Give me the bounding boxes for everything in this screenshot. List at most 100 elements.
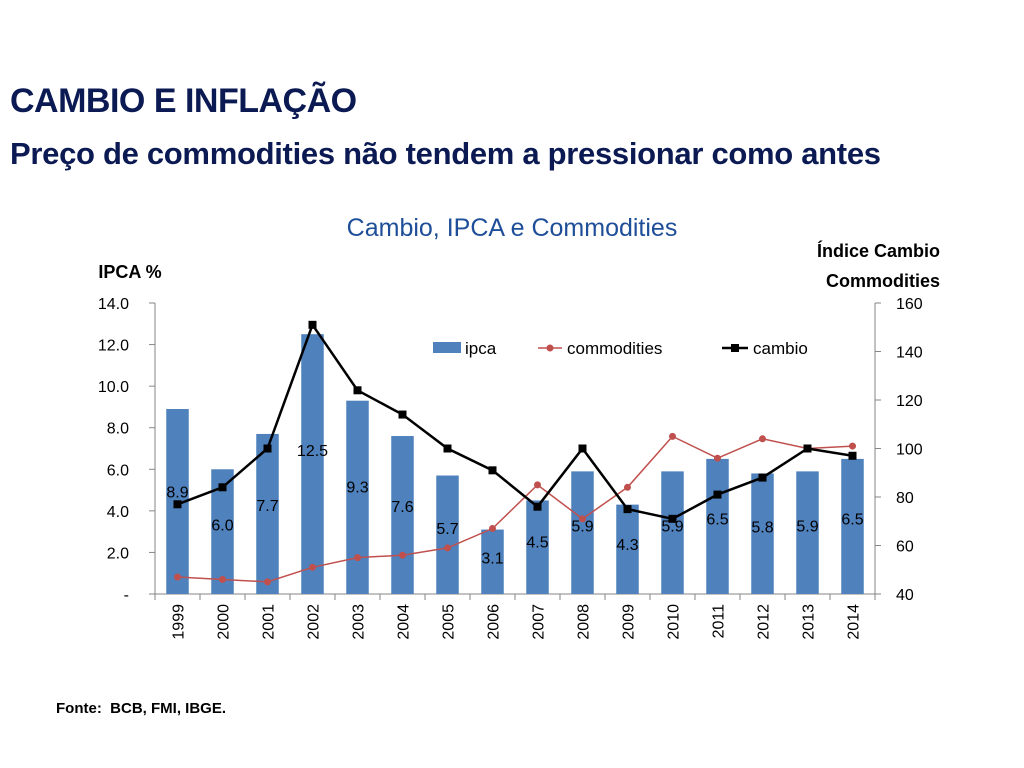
right-axis-tick-label: 80 bbox=[896, 490, 914, 507]
point-commodities-2004 bbox=[399, 551, 406, 559]
right-axis-title-line2: Commodities bbox=[826, 271, 940, 291]
x-axis-category-label: 2014 bbox=[846, 604, 863, 640]
x-axis-category-label: 2013 bbox=[801, 604, 818, 640]
x-axis-category-label: 2007 bbox=[531, 604, 548, 640]
bar-ipca-2005 bbox=[436, 475, 459, 594]
data-label-ipca: 6.5 bbox=[841, 512, 863, 529]
x-axis-category-label: 2004 bbox=[396, 604, 413, 640]
source-note: Fonte: BCB, FMI, IBGE. bbox=[56, 700, 226, 717]
bar-ipca-2002 bbox=[301, 334, 324, 594]
right-axis-tick-label: 60 bbox=[896, 539, 914, 556]
left-axis-title: IPCA % bbox=[98, 262, 161, 282]
point-cambio-2011 bbox=[713, 490, 722, 499]
right-axis-title-line1: Índice Cambio bbox=[817, 240, 940, 261]
right-axis-tick-label: 40 bbox=[896, 587, 914, 604]
legend-label-ipca: ipca bbox=[465, 339, 497, 358]
data-label-ipca: 4.3 bbox=[616, 537, 638, 554]
point-cambio-2013 bbox=[803, 444, 812, 453]
x-axis-category-label: 2008 bbox=[576, 604, 593, 640]
left-axis-tick-label: 6.0 bbox=[107, 462, 129, 479]
bar-ipca-2012 bbox=[751, 473, 774, 594]
point-commodities-2002 bbox=[309, 563, 316, 571]
point-commodities-2012 bbox=[759, 435, 766, 443]
right-axis-tick-label: 100 bbox=[896, 442, 923, 459]
data-label-ipca: 5.9 bbox=[571, 519, 593, 536]
slide-title: CAMBIO E INFLAÇÃO bbox=[10, 82, 357, 120]
data-label-ipca: 5.8 bbox=[751, 520, 773, 537]
x-axis-category-label: 1999 bbox=[171, 604, 188, 640]
data-label-ipca: 8.9 bbox=[166, 484, 188, 501]
x-axis-category-label: 2003 bbox=[351, 604, 368, 640]
legend-marker-commodities bbox=[546, 344, 554, 352]
point-cambio-2004 bbox=[398, 410, 407, 419]
point-cambio-2014 bbox=[848, 451, 857, 460]
x-axis-category-label: 2012 bbox=[756, 604, 773, 640]
data-label-ipca: 7.7 bbox=[256, 498, 278, 515]
x-axis-category-label: 2001 bbox=[261, 604, 278, 640]
point-commodities-1999 bbox=[174, 573, 181, 581]
data-label-ipca: 12.5 bbox=[297, 443, 328, 460]
data-label-ipca: 5.7 bbox=[436, 521, 458, 538]
point-cambio-2012 bbox=[758, 473, 767, 482]
data-label-ipca: 7.6 bbox=[391, 499, 413, 516]
point-cambio-2007 bbox=[533, 502, 542, 511]
data-label-ipca: 4.5 bbox=[526, 535, 548, 552]
left-axis-tick-label: 4.0 bbox=[107, 504, 129, 521]
legend-marker-cambio bbox=[731, 344, 739, 352]
left-axis-tick-label: 12.0 bbox=[98, 338, 129, 355]
bar-ipca-2008 bbox=[571, 471, 594, 594]
bar-ipca-2001 bbox=[256, 433, 279, 594]
point-commodities-2003 bbox=[354, 554, 361, 562]
legend-label-commodities: commodities bbox=[567, 339, 662, 358]
point-cambio-2005 bbox=[443, 444, 452, 453]
point-commodities-2014 bbox=[849, 442, 856, 450]
line-series-cambio bbox=[177, 322, 853, 521]
legend: ipca commodities cambio bbox=[433, 339, 808, 358]
point-commodities-2001 bbox=[264, 578, 271, 586]
bar-ipca-2007 bbox=[526, 500, 549, 594]
x-axis-category-label: 2010 bbox=[666, 604, 683, 640]
right-axis-tick-label: 120 bbox=[896, 393, 923, 410]
point-commodities-2000 bbox=[219, 575, 226, 583]
point-cambio-2003 bbox=[353, 386, 362, 395]
bar-ipca-2014 bbox=[841, 458, 864, 594]
right-axis-tick-label: 160 bbox=[896, 296, 923, 313]
data-label-ipca: 9.3 bbox=[346, 480, 368, 497]
x-axis-category-label: 2000 bbox=[216, 604, 233, 640]
bar-ipca-2006 bbox=[481, 529, 504, 594]
point-commodities-2010 bbox=[669, 432, 676, 440]
bar-ipca-2013 bbox=[796, 471, 819, 594]
point-cambio-2009 bbox=[623, 505, 632, 514]
legend-label-cambio: cambio bbox=[753, 339, 808, 358]
chart-title: Cambio, IPCA e Commodities bbox=[347, 214, 678, 242]
point-cambio-2000 bbox=[218, 483, 227, 492]
point-cambio-2001 bbox=[263, 444, 272, 453]
point-cambio-1999 bbox=[173, 500, 182, 509]
data-label-ipca: 3.1 bbox=[481, 551, 503, 568]
bar-ipca-2003 bbox=[346, 400, 369, 594]
bar-ipca-2010 bbox=[661, 471, 684, 594]
bar-ipca-2009 bbox=[616, 504, 639, 594]
x-axis-category-label: 2005 bbox=[441, 604, 458, 640]
left-axis-tick-label: 14.0 bbox=[98, 296, 129, 313]
x-axis-category-label: 2006 bbox=[486, 604, 503, 640]
point-commodities-2008 bbox=[579, 515, 586, 523]
x-axis-category-label: 2002 bbox=[306, 604, 323, 640]
left-axis-tick-label: 10.0 bbox=[98, 379, 129, 396]
point-commodities-2006 bbox=[489, 525, 496, 533]
point-commodities-2007 bbox=[534, 481, 541, 489]
x-axis-category-label: 2011 bbox=[711, 604, 728, 639]
point-commodities-2005 bbox=[444, 544, 451, 552]
point-cambio-2006 bbox=[488, 466, 497, 475]
right-axis-tick-label: 140 bbox=[896, 345, 923, 362]
bar-ipca-2000 bbox=[211, 469, 234, 594]
line-series-commodities bbox=[177, 435, 853, 583]
data-label-ipca: 5.9 bbox=[661, 519, 683, 536]
point-cambio-2008 bbox=[578, 444, 587, 453]
x-axis-category-label: 2009 bbox=[621, 604, 638, 640]
data-label-ipca: 5.9 bbox=[796, 519, 818, 536]
point-cambio-2002 bbox=[308, 320, 317, 329]
point-cambio-2010 bbox=[668, 514, 677, 523]
point-commodities-2011 bbox=[714, 454, 721, 462]
